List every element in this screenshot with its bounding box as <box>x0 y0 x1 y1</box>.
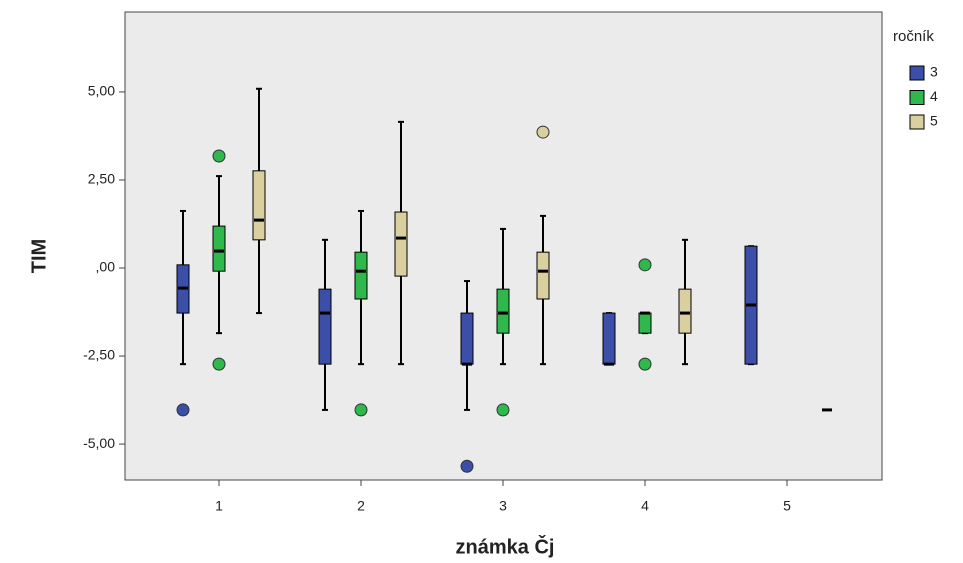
x-tick-label: 1 <box>215 498 223 514</box>
y-tick-label: 2,50 <box>88 171 115 187</box>
legend-label: 5 <box>930 113 938 129</box>
outlier <box>496 403 510 417</box>
y-axis-label: TIM <box>28 239 50 273</box>
legend-swatch <box>909 114 925 130</box>
outlier <box>354 403 368 417</box>
box <box>460 312 474 365</box>
outlier <box>638 357 652 371</box>
box <box>638 312 652 334</box>
legend-label: 3 <box>930 64 938 80</box>
x-tick-label: 4 <box>641 498 649 514</box>
x-axis-label: známka Čj <box>456 534 555 558</box>
box <box>318 288 332 365</box>
legend: 3 4 5 <box>909 64 938 130</box>
outlier <box>536 125 550 139</box>
box <box>602 312 616 365</box>
outlier <box>176 403 190 417</box>
y-tick-label: -2,50 <box>83 347 115 363</box>
box <box>496 288 510 334</box>
outlier <box>212 149 226 163</box>
box <box>212 225 226 272</box>
y-tick-label: ,00 <box>96 259 116 275</box>
x-tick-label: 3 <box>499 498 507 514</box>
box <box>678 288 692 334</box>
box <box>252 170 266 241</box>
outlier <box>212 357 226 371</box>
outlier <box>460 459 474 473</box>
legend-title: ročník <box>893 28 934 45</box>
x-tick-label: 2 <box>357 498 365 514</box>
y-tick-label: -5,00 <box>83 435 115 451</box>
legend-swatch <box>909 90 925 105</box>
legend-label: 4 <box>930 88 938 104</box>
legend-swatch <box>909 65 925 81</box>
outlier <box>638 258 652 272</box>
box <box>394 211 408 277</box>
x-tick-label: 5 <box>783 498 791 514</box>
box <box>354 251 368 300</box>
y-tick-label: 5,00 <box>88 83 115 99</box>
box <box>536 251 550 300</box>
